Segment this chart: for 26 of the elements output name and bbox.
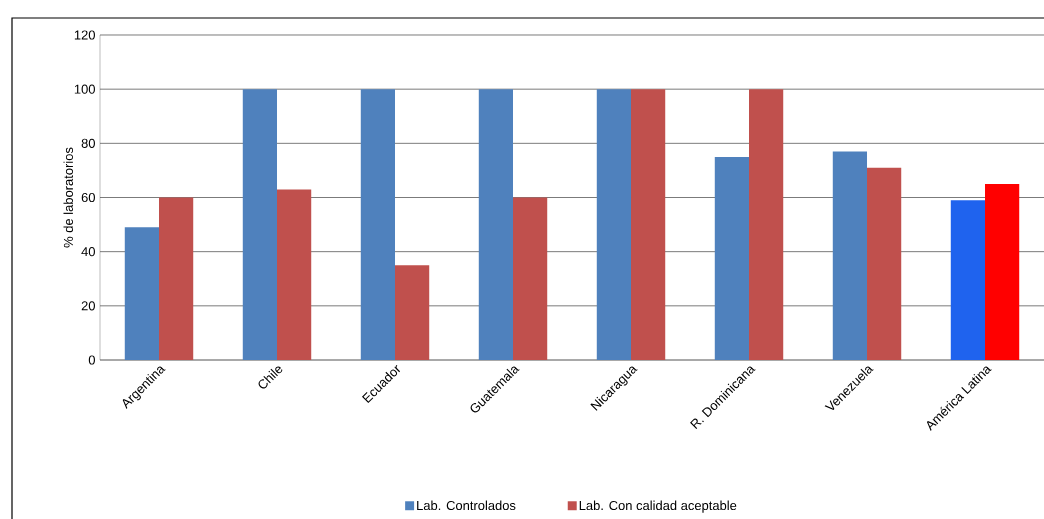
bar	[513, 197, 548, 360]
bar	[596, 89, 631, 360]
bar	[832, 151, 868, 360]
y-tick-label: 0	[88, 355, 95, 365]
bar	[950, 200, 986, 360]
y-tick-label: 40	[81, 247, 95, 257]
y-tick-label: 120	[74, 30, 95, 40]
y-tick-label: 100	[74, 84, 95, 94]
bar	[124, 227, 159, 360]
y-tick-label: 60	[81, 192, 95, 203]
bar	[867, 167, 902, 360]
bar	[395, 265, 430, 360]
bar	[631, 89, 666, 360]
y-tick-label: 80	[81, 138, 95, 148]
bar	[985, 183, 1020, 360]
legend-label: Lab. Con calidad aceptable	[579, 500, 737, 513]
y-axis-title: % de laboratorios	[63, 147, 74, 248]
legend-label: Lab. Controlados	[417, 500, 516, 511]
bar	[242, 89, 277, 360]
bar	[360, 89, 395, 360]
y-tick-label: 20	[81, 301, 95, 311]
bar	[277, 189, 312, 360]
bar	[159, 197, 194, 360]
bar	[714, 156, 749, 360]
bar	[749, 89, 784, 360]
bar	[478, 89, 513, 360]
